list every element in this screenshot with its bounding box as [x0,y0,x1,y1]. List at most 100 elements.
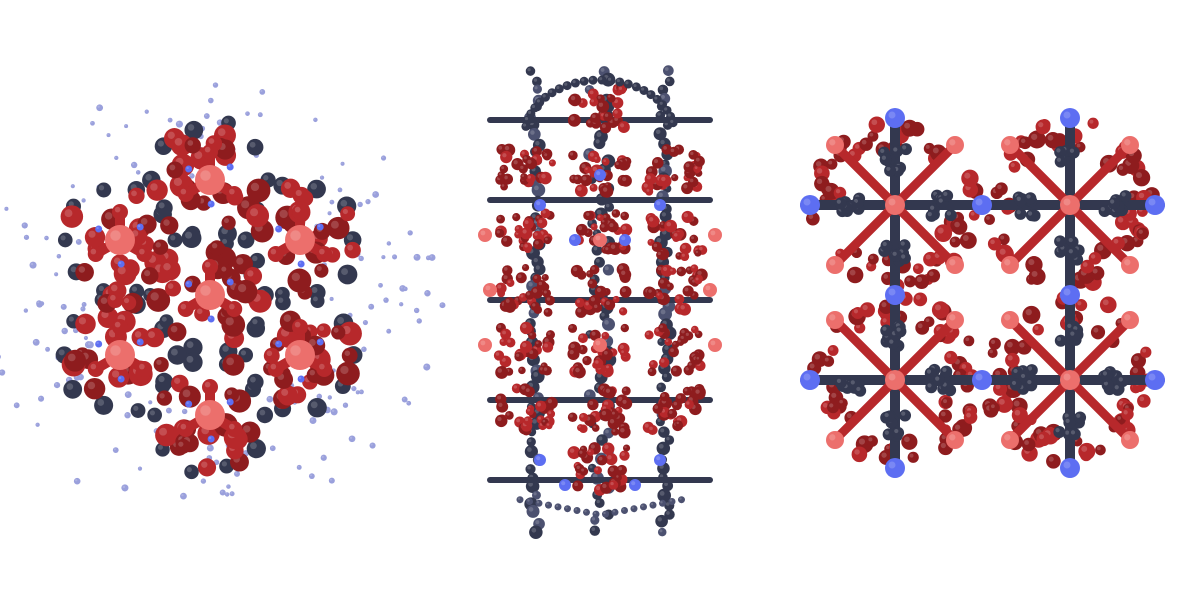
atom-highlight [925,254,931,260]
atom-highlight [1025,309,1032,316]
atom-highlight [631,506,635,509]
atom-highlight [373,192,376,195]
atom-highlight [690,236,695,240]
atom-highlight [828,160,833,165]
atom-highlight [497,368,502,373]
bond [832,375,900,443]
atom-highlight [927,383,932,388]
navy-atom [96,182,112,198]
red-atom [542,289,552,298]
atom-highlight [294,321,301,328]
red-atom [678,302,691,316]
atom-highlight [569,448,575,453]
atom-highlight [829,346,834,351]
navy-atom [854,384,867,397]
red-atom [993,381,1008,396]
atom-highlight [904,436,910,443]
atom-highlight [880,148,885,153]
red-atom [1005,352,1020,368]
navy-atom [1054,235,1067,248]
salmon-center-atom [285,340,315,370]
bond [832,200,900,268]
atom-highlight [173,177,182,187]
atom-highlight [533,371,539,377]
atom-highlight [622,176,627,182]
atom-highlight [1011,380,1017,386]
atom-highlight [655,328,660,332]
pale-atom [386,328,392,334]
atom-highlight [320,176,323,178]
red-atom [614,473,622,482]
atom-highlight [622,508,625,511]
atom-highlight [208,436,212,440]
atom-highlight [667,113,671,117]
atom-highlight [1139,396,1145,402]
atom-highlight [226,389,233,396]
atom-highlight [846,413,852,419]
atom-highlight [513,385,518,389]
atom-highlight [888,198,896,206]
navy-atom [924,367,937,380]
red-atom [178,385,201,408]
blue-atom [136,338,144,346]
atom-highlight [204,146,211,153]
pale-atom [259,89,266,95]
atom-highlight [686,267,690,271]
red-atom [277,385,298,406]
atom-highlight [598,436,603,441]
pale-atom [229,491,235,497]
atom-highlight [497,324,502,329]
navy-atom [1025,377,1038,390]
red-atom [647,424,658,436]
red-atom [197,458,217,477]
atom-highlight [938,198,943,203]
atom-highlight [312,296,318,302]
atom-highlight [344,350,351,356]
red-atom [651,241,663,253]
atom-highlight [316,266,322,272]
atom-highlight [97,105,100,108]
atom-highlight [158,375,165,383]
atom-highlight [661,393,665,397]
atom-highlight [408,231,411,233]
atom-highlight [208,316,212,320]
atom-highlight [541,173,546,179]
atom-highlight [966,412,971,418]
atom-highlight [535,141,540,146]
red-atom [668,267,677,275]
salmon-atom [593,338,607,352]
atom-highlight [942,367,947,372]
red-atom [267,361,284,377]
red-atom [60,205,84,228]
atom-highlight [615,162,619,166]
navy-atom [594,498,605,508]
atom-highlight [542,210,546,214]
atom-highlight [204,381,211,388]
atom-highlight [96,341,99,345]
atom-highlight [666,511,670,515]
atom-highlight [330,200,333,203]
atom-highlight [697,270,702,276]
red-atom [87,246,104,262]
atom-highlight [665,502,670,506]
atom-highlight [576,299,581,303]
red-atom [607,221,619,233]
navy-atom [664,435,675,445]
red-atom [610,410,619,419]
atom-highlight [200,405,211,416]
pale-atom [266,395,274,403]
atom-highlight [181,493,184,497]
atom-highlight [73,328,76,331]
atom-highlight [180,188,187,195]
atom-highlight [1063,373,1071,381]
atom-highlight [590,99,594,103]
pale-atom [362,319,368,326]
bond [1065,142,1133,210]
blue-atom [226,163,234,171]
atom-highlight [685,332,689,336]
navy-atom [247,373,264,391]
atom-highlight [113,448,116,451]
blue-atom [226,398,234,406]
bond [1065,317,1133,385]
red-atom [587,399,599,411]
